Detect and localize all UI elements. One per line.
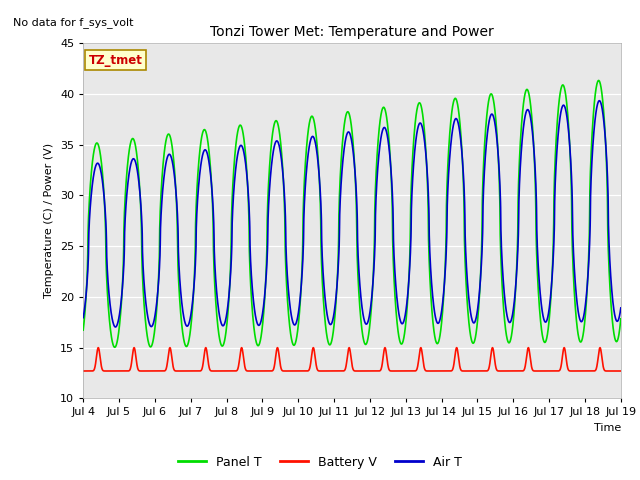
Panel T — [310, 116, 317, 121]
Panel T — [305, 121, 313, 127]
Panel T — [617, 316, 625, 322]
Air T — [470, 320, 477, 326]
Panel T — [595, 78, 602, 84]
Air T — [310, 134, 317, 140]
X-axis label: Time: Time — [593, 423, 621, 433]
Air T — [305, 144, 313, 150]
Title: Tonzi Tower Met: Temperature and Power: Tonzi Tower Met: Temperature and Power — [210, 25, 494, 39]
Legend: Panel T, Battery V, Air T: Panel T, Battery V, Air T — [173, 451, 467, 474]
Air T — [335, 253, 342, 259]
Panel T — [601, 121, 609, 127]
Battery V — [79, 368, 87, 374]
Battery V — [600, 367, 608, 373]
Air T — [111, 324, 119, 330]
Panel T — [335, 222, 342, 228]
Line: Air T: Air T — [83, 101, 621, 327]
Text: No data for f_sys_volt: No data for f_sys_volt — [13, 17, 133, 28]
Text: TZ_tmet: TZ_tmet — [88, 54, 143, 67]
Panel T — [470, 340, 477, 346]
Air T — [595, 98, 603, 104]
Air T — [79, 315, 87, 321]
Y-axis label: Temperature (C) / Power (V): Temperature (C) / Power (V) — [45, 143, 54, 299]
Battery V — [310, 345, 317, 351]
Panel T — [79, 327, 87, 333]
Air T — [617, 305, 625, 311]
Battery V — [305, 367, 313, 372]
Battery V — [335, 368, 342, 374]
Battery V — [95, 345, 102, 350]
Battery V — [617, 368, 625, 374]
Line: Battery V: Battery V — [83, 348, 621, 371]
Line: Panel T: Panel T — [83, 81, 621, 348]
Air T — [601, 126, 609, 132]
Battery V — [574, 368, 582, 374]
Air T — [574, 305, 582, 311]
Panel T — [111, 345, 118, 350]
Panel T — [574, 328, 582, 334]
Battery V — [470, 368, 477, 374]
